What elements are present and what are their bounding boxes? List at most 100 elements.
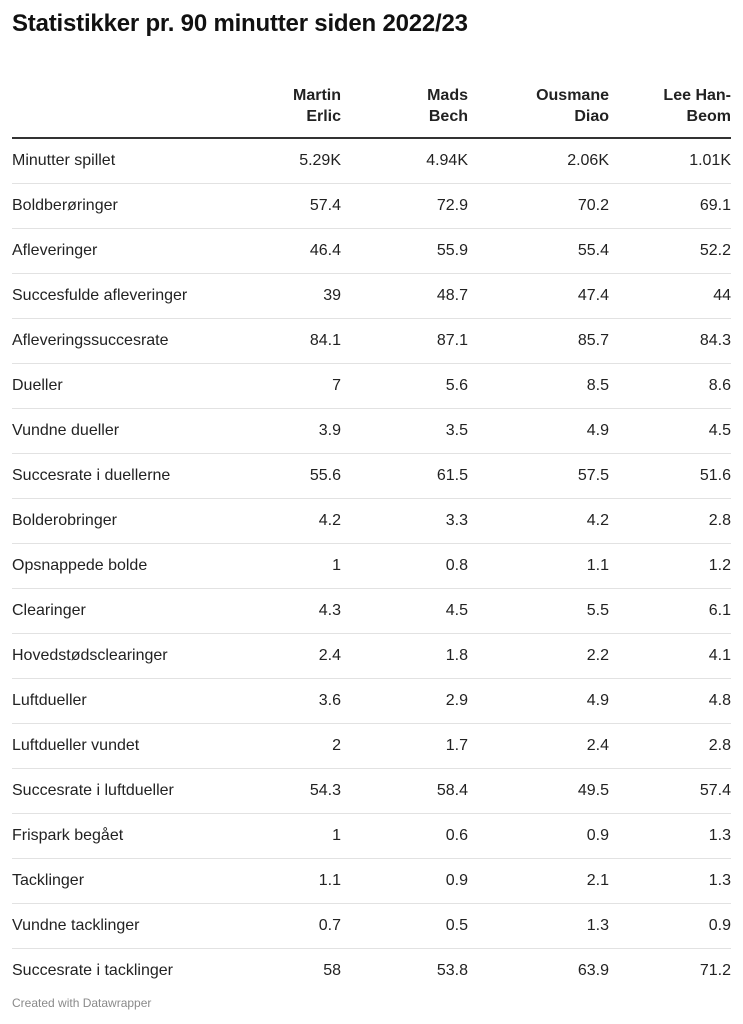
row-label: Succesrate i tacklinger	[12, 962, 173, 979]
table-cell: 4.1	[609, 633, 731, 679]
table-cell: 0.9	[341, 858, 468, 904]
table-cell: 71.2	[699, 962, 731, 979]
table-cell: 2.8	[609, 498, 731, 544]
column-header-line: Erlic	[306, 108, 341, 125]
row-label: Afleveringssuccesrate	[12, 318, 227, 364]
row-label: Boldberøringer	[12, 183, 227, 229]
column-header-line: Beom	[686, 108, 731, 125]
table-cell: 0.9	[609, 903, 731, 949]
row-label: Succesrate i luftdueller	[12, 768, 227, 814]
row-label: Bolderobringer	[12, 498, 227, 544]
table-cell: 2.2	[468, 633, 609, 679]
row-label: Minutter spillet	[12, 138, 227, 184]
table-cell: 1.7	[341, 723, 468, 769]
table-cell: 0.6	[341, 813, 468, 859]
table-cell: 7	[227, 363, 341, 409]
column-header[interactable]: Ousmane Diao	[468, 74, 609, 139]
column-header-line: Bech	[428, 108, 468, 125]
column-header[interactable]: Lee Han- Beom	[609, 74, 731, 139]
table-cell: 3.5	[341, 408, 468, 454]
table-cell: 61.5	[341, 453, 468, 499]
table-cell: 1.8	[341, 633, 468, 679]
row-label: Vundne tacklinger	[12, 903, 227, 949]
table-cell: 4.3	[227, 588, 341, 634]
table-row: Clearinger 4.3 4.5 5.5 6.1	[12, 588, 731, 634]
table-cell: 63.9	[577, 962, 609, 979]
row-label: Luftdueller vundet	[12, 723, 227, 769]
table-cell: 4.8	[609, 678, 731, 724]
table-cell: 52.2	[609, 228, 731, 274]
table-cell: 1.2	[609, 543, 731, 589]
table-cell: 4.9	[468, 408, 609, 454]
table-cell: 8.6	[609, 363, 731, 409]
table-cell: 87.1	[341, 318, 468, 364]
row-label: Luftdueller	[12, 678, 227, 724]
table-cell: 3.3	[341, 498, 468, 544]
row-label: Dueller	[12, 363, 227, 409]
table-cell: 58.4	[341, 768, 468, 814]
table-cell: 4.5	[609, 408, 731, 454]
header-row: Martin Erlic Mads Bech Ousmane Diao Lee Han- Be…	[12, 74, 731, 139]
table-cell: 1	[227, 543, 341, 589]
table-row: Afleveringer 46.4 55.9 55.4 52.2	[12, 228, 731, 274]
table-cell: 2.1	[468, 858, 609, 904]
table-cell: 4.5	[341, 588, 468, 634]
row-label: Afleveringer	[12, 228, 227, 274]
table-row: Luftdueller vundet 2 1.7 2.4 2.8	[12, 723, 731, 769]
table-cell: 4.2	[227, 498, 341, 544]
table-cell: 2.4	[227, 633, 341, 679]
table-cell: 51.6	[609, 453, 731, 499]
table-cell: 1.01K	[609, 138, 731, 184]
table-row: Hovedstødsclearinger 2.4 1.8 2.2 4.1	[12, 633, 731, 679]
table-row: Afleveringssuccesrate 84.1 87.1 85.7 84.3	[12, 318, 731, 364]
table-cell: 57.4	[609, 768, 731, 814]
table-cell: 55.9	[341, 228, 468, 274]
row-label: Opsnappede bolde	[12, 543, 227, 589]
table-cell: 5.5	[468, 588, 609, 634]
table-row: Tacklinger 1.1 0.9 2.1 1.3	[12, 858, 731, 904]
table-cell: 0.9	[468, 813, 609, 859]
table-cell: 69.1	[609, 183, 731, 229]
table-cell: 5.29K	[227, 138, 341, 184]
table-row: Minutter spillet 5.29K 4.94K 2.06K 1.01K	[12, 138, 731, 184]
table-cell: 47.4	[468, 273, 609, 319]
table-cell: 6.1	[609, 588, 731, 634]
table-cell: 1.3	[609, 813, 731, 859]
table-cell: 8.5	[468, 363, 609, 409]
table-cell: 44	[609, 273, 731, 319]
table-cell: 1	[227, 813, 341, 859]
row-label: Hovedstødsclearinger	[12, 633, 227, 679]
table-cell: 49.5	[468, 768, 609, 814]
row-label: Succesfulde afleveringer	[12, 273, 227, 319]
row-label: Tacklinger	[12, 858, 227, 904]
table-header: Martin Erlic Mads Bech Ousmane Diao Lee Han- Be…	[12, 74, 731, 139]
column-header-line: Lee Han-	[663, 87, 731, 104]
table-cell: 55.4	[468, 228, 609, 274]
column-header-line: Ousmane	[536, 87, 609, 104]
footer-credit: Created with Datawrapper	[12, 996, 152, 1010]
row-label: Succesrate i duellerne	[12, 453, 227, 499]
table-cell: 2.06K	[468, 138, 609, 184]
table-row: Luftdueller 3.6 2.9 4.9 4.8	[12, 678, 731, 724]
column-header-line: Diao	[574, 108, 609, 125]
table-cell: 57.4	[227, 183, 341, 229]
table-row: Dueller 7 5.6 8.5 8.6	[12, 363, 731, 409]
table-row: Succesrate i duellerne 55.6 61.5 57.5 51.6	[12, 453, 731, 499]
table-cell: 58	[323, 962, 341, 979]
table-row: Succesfulde afleveringer 39 48.7 47.4 44	[12, 273, 731, 319]
table-cell: 70.2	[468, 183, 609, 229]
row-label: Clearinger	[12, 588, 227, 634]
row-label: Vundne dueller	[12, 408, 227, 454]
table-row: Bolderobringer 4.2 3.3 4.2 2.8	[12, 498, 731, 544]
column-header[interactable]: Mads Bech	[341, 74, 468, 139]
table-row: Vundne tacklinger 0.7 0.5 1.3 0.9	[12, 903, 731, 949]
column-header[interactable]: Martin Erlic	[227, 74, 341, 139]
table-cell: 46.4	[227, 228, 341, 274]
table-cell: 84.1	[227, 318, 341, 364]
table-row: Succesrate i luftdueller 54.3 58.4 49.5 57.4	[12, 768, 731, 814]
table-cell: 48.7	[341, 273, 468, 319]
table-cell: 72.9	[341, 183, 468, 229]
column-header-line: Mads	[427, 87, 468, 104]
table-cell: 4.9	[468, 678, 609, 724]
table-cell: 1.1	[468, 543, 609, 589]
